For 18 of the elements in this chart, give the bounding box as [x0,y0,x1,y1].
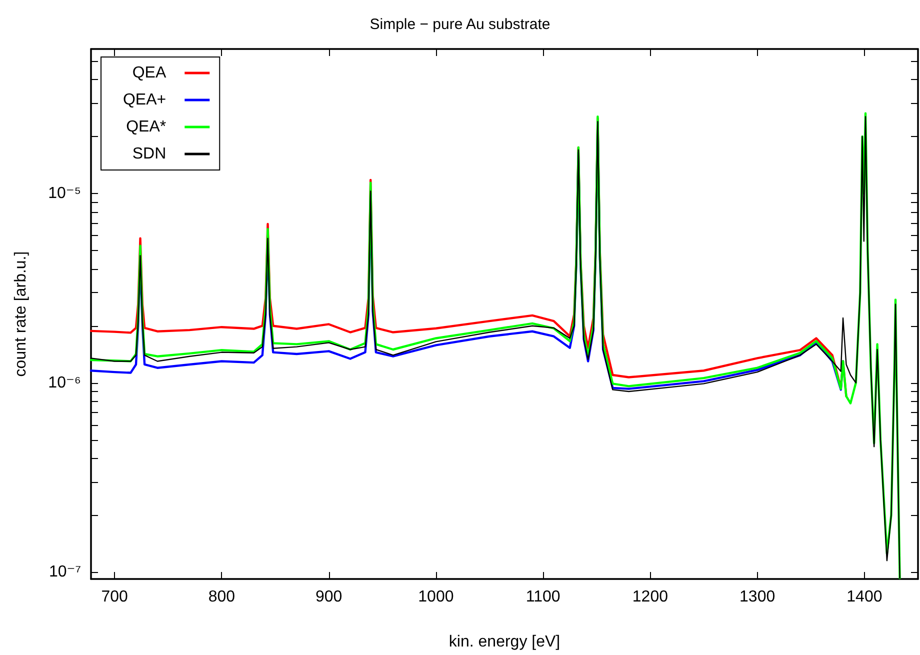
legend-label: QEA [132,64,166,82]
y-tick-label: 10⁻⁷ [48,564,82,581]
x-tick-label: 1400 [846,588,882,606]
chart-title: Simple − pure Au substrate [370,16,550,33]
x-tick-label: 700 [101,588,128,606]
y-tick-label: 10⁻⁶ [48,374,81,392]
x-tick-label: 1000 [418,588,454,606]
y-tick-label: 10⁻⁵ [48,185,81,202]
x-tick-label: 1100 [526,588,560,606]
x-tick-label: 1300 [740,588,776,606]
legend-label: QEA+ [122,92,166,108]
x-tick-label: 800 [208,588,236,606]
x-tick-label: 1200 [632,588,668,606]
y-axis-title: count rate [arb.u.] [12,251,30,377]
legend-label: SDN [132,146,166,162]
x-axis-title: kin. energy [eV] [448,634,560,650]
legend-label: QEA* [126,118,166,136]
x-tick-label: 900 [315,588,342,606]
